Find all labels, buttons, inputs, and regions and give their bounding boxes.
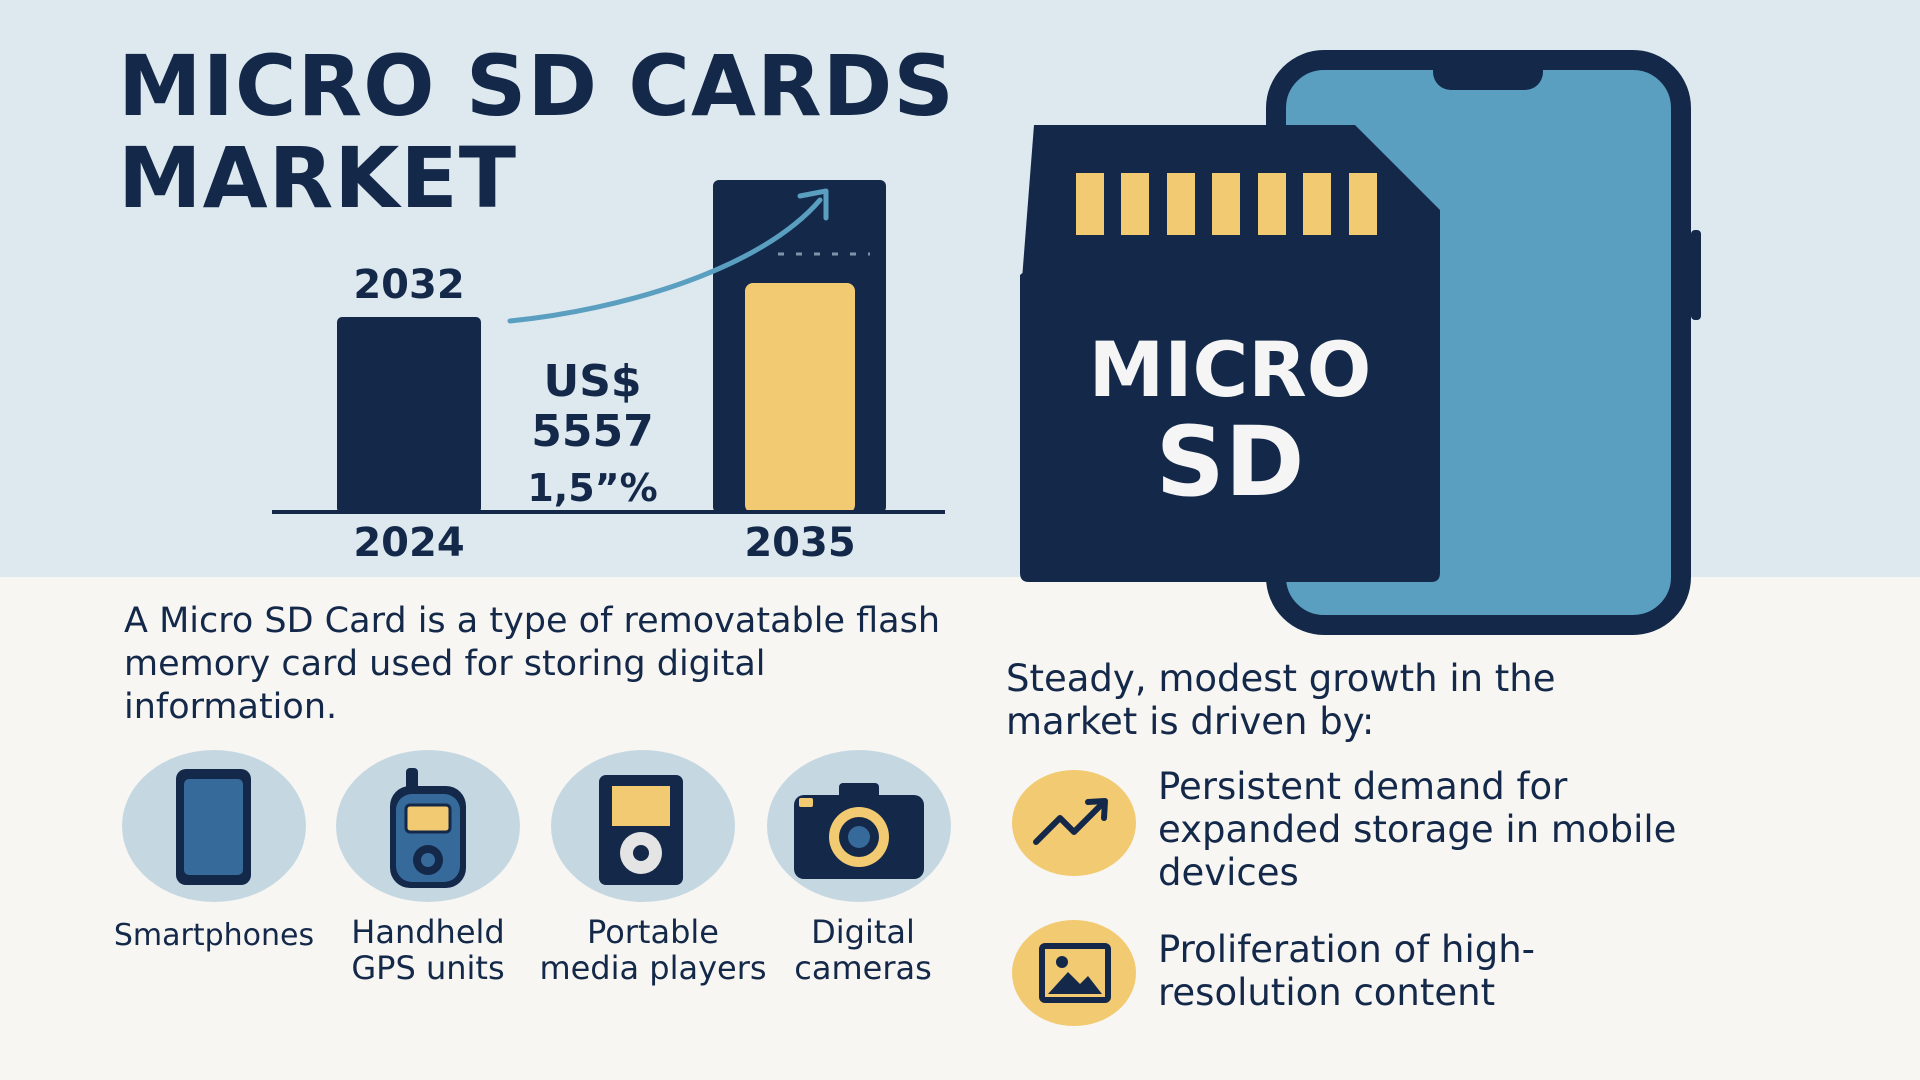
title-line-2: MARKET (118, 129, 518, 227)
driver-item-text: Persistent demand for expanded storage i… (1158, 765, 1677, 894)
market-value: 5557 (531, 406, 654, 457)
drivers-heading: Steady, modest growth in the market is d… (1006, 657, 1556, 743)
device-label-media-players: Portable media players (533, 914, 773, 986)
bar-year-2035-label: 2035 (744, 520, 856, 566)
growth-arrow (507, 197, 823, 324)
sd-card-label-line-1: MICRO (1088, 325, 1372, 414)
chart-graphic (272, 180, 945, 514)
trend-up-icon (1012, 770, 1136, 876)
bar-year-2024-label: 2024 (353, 520, 465, 566)
growth-arrow-head (797, 188, 829, 221)
device-label-line: GPS units (351, 949, 505, 987)
page-title: MICRO SD CARDS MARKET (118, 40, 1018, 224)
device-label-gps: Handheld GPS units (318, 914, 538, 986)
sd-contact (1258, 173, 1286, 235)
media-player-icon (551, 750, 735, 902)
device-label-cameras: Digital cameras (753, 914, 973, 986)
market-growth-chart: 2032 2024 2035 US$ 5557 1,5”% (0, 0, 1000, 577)
currency-label: US$ (543, 356, 642, 407)
definition-text: A Micro SD Card is a type of removatable… (124, 601, 941, 727)
sd-card-label: MICRO SD (1030, 325, 1430, 518)
sd-card-body (1020, 125, 1440, 582)
camera-icon (767, 750, 951, 902)
trend-up-icon-graphic (1033, 798, 1108, 845)
gps-device-icon (336, 750, 520, 902)
market-value-callout: US$ 5557 1,5”% (505, 357, 680, 513)
sd-contact (1212, 173, 1240, 235)
sd-contact (1303, 173, 1331, 235)
driver-item-text: Proliferation of high-resolution content (1158, 928, 1536, 1014)
sd-card-illustration (1020, 125, 1440, 582)
smartphone-icon-graphic (176, 769, 251, 885)
device-label-line: Smartphones (113, 918, 315, 953)
sd-contact (1076, 173, 1104, 235)
phone-side-button (1691, 230, 1701, 320)
bar-top-year-label: 2032 (353, 262, 465, 308)
device-label-line: Digital (811, 913, 915, 951)
device-label-line: Handheld (351, 913, 505, 951)
gps-device-icon-graphic (390, 768, 466, 888)
sd-card-label-line-2: SD (1155, 406, 1305, 518)
smartphone-icon (122, 750, 306, 902)
bar-2024 (337, 317, 481, 513)
sd-contact (1121, 173, 1149, 235)
media-player-icon-graphic (599, 775, 683, 885)
phone-notch (1433, 68, 1543, 90)
image-icon-graphic (1039, 943, 1111, 1003)
title-line-1: MICRO SD CARDS (118, 37, 955, 135)
device-label-line: media players (539, 949, 767, 987)
image-icon (1012, 920, 1136, 1026)
sd-contact (1167, 173, 1195, 235)
device-label-line: Portable (587, 913, 719, 951)
bar-2035-fill (745, 283, 855, 513)
device-label-line: cameras (794, 949, 932, 987)
camera-icon-graphic (794, 783, 924, 879)
growth-rate: 1,5”% (527, 466, 658, 510)
device-label-smartphones: Smartphones (104, 918, 324, 954)
sd-contact (1349, 173, 1377, 235)
